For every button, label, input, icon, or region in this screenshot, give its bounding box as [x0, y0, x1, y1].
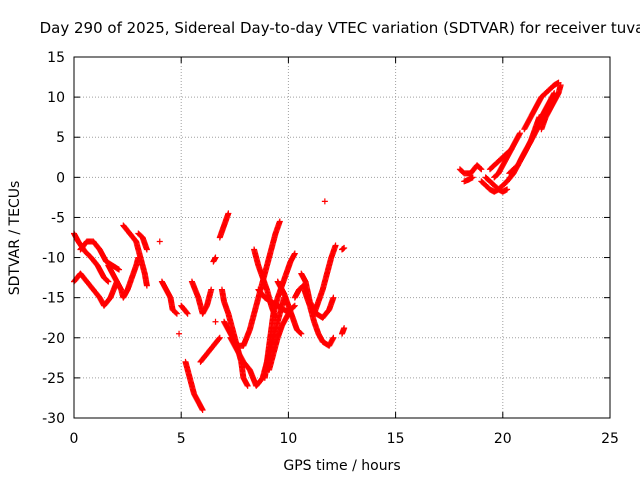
data-point [183, 309, 190, 316]
data-point [143, 246, 150, 253]
chart-title: Day 290 of 2025, Sidereal Day-to-day VTE… [40, 19, 640, 37]
data-point [330, 334, 337, 341]
data-point [297, 329, 304, 336]
data-point [469, 174, 476, 181]
data-point [341, 325, 348, 332]
data-point [199, 406, 206, 413]
data-point [341, 244, 348, 251]
y-tick-label: 10 [47, 90, 65, 106]
data-points [71, 79, 564, 413]
x-tick-label: 20 [494, 431, 512, 447]
data-point [173, 309, 180, 316]
y-tick-label: -20 [42, 331, 65, 347]
axis-ticks [73, 56, 611, 419]
grid-lines [74, 57, 610, 418]
y-tick-label: -5 [51, 210, 65, 226]
data-point [291, 302, 298, 309]
data-point [478, 166, 485, 173]
y-tick-label: -10 [42, 251, 65, 267]
data-point [504, 186, 511, 193]
data-point [291, 250, 298, 257]
data-point [332, 242, 339, 249]
x-tick-label: 10 [279, 431, 297, 447]
data-point [330, 294, 337, 301]
data-point [116, 266, 123, 273]
y-tick-label: -25 [42, 371, 65, 387]
data-point [477, 165, 484, 172]
data-point [225, 210, 232, 217]
data-point [156, 238, 163, 245]
data-point [104, 277, 111, 284]
x-tick-label: 15 [387, 431, 405, 447]
x-tick-label: 5 [177, 431, 186, 447]
tick-labels: 0 5 10 15 20 25 -30 -25 -20 -15 -10 -5 0 5 10 15 [42, 50, 619, 447]
data-point [276, 218, 283, 225]
data-point [212, 254, 219, 261]
y-tick-label: 0 [56, 170, 65, 186]
data-point [290, 303, 297, 310]
data-point [516, 130, 523, 137]
y-tick-label: 15 [47, 50, 65, 66]
data-point [212, 318, 219, 325]
data-point [298, 330, 305, 337]
plot-frame [73, 56, 611, 419]
data-point [557, 82, 564, 89]
data-point [216, 335, 223, 342]
data-point [105, 278, 112, 285]
data-point [184, 310, 191, 317]
y-tick-label: -30 [42, 411, 65, 427]
y-axis-label: SDTVAR / TECUs [7, 181, 23, 296]
y-tick-label: -15 [42, 291, 65, 307]
x-axis-label: GPS time / hours [283, 458, 400, 474]
data-point [208, 286, 215, 293]
y-tick-label: 5 [56, 130, 65, 146]
data-point [176, 330, 183, 337]
x-tick-label: 25 [601, 431, 619, 447]
data-point [143, 282, 150, 289]
data-point [216, 334, 223, 341]
data-point [321, 198, 328, 205]
data-point [173, 310, 180, 317]
data-point [244, 382, 251, 389]
x-tick-label: 0 [70, 431, 79, 447]
